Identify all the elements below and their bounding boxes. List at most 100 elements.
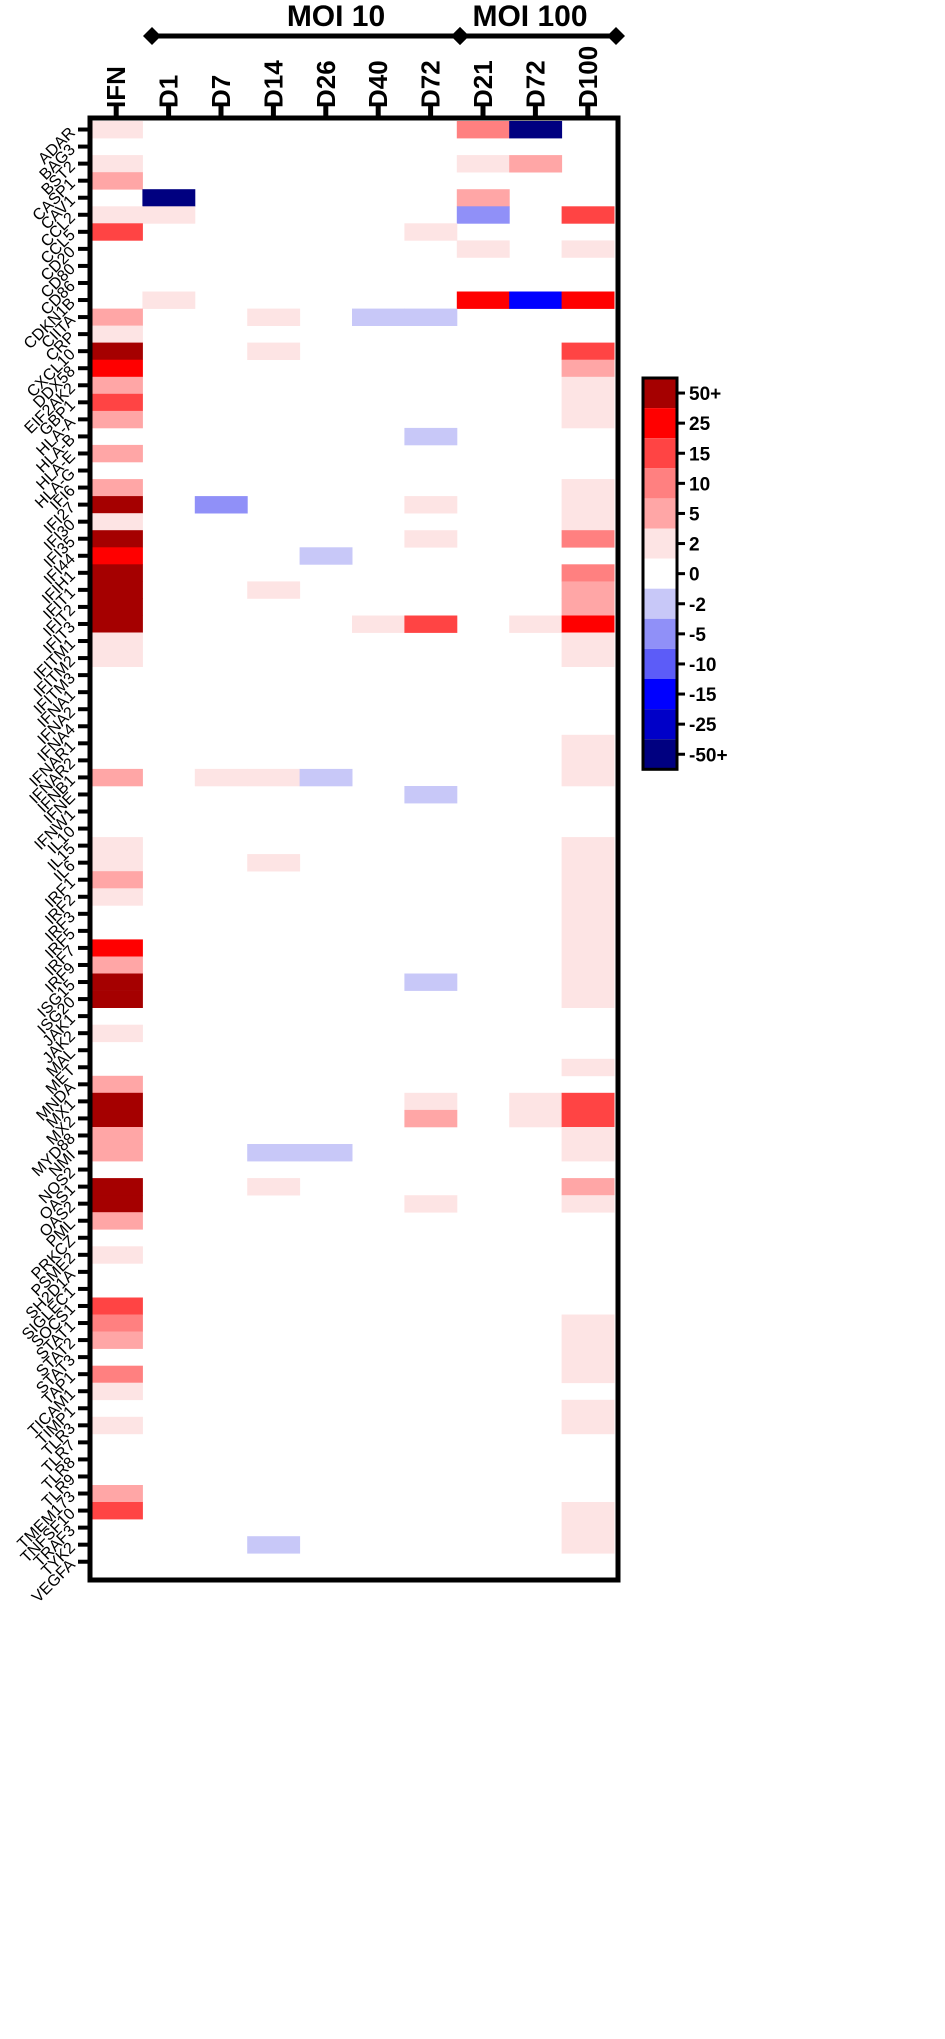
heatmap-cell-STAT1-IFN [90,1314,143,1332]
heatmap-cell-IFNB1-D7 [194,768,248,787]
heatmap-cell-IRF9-IFN [90,956,143,974]
heatmap-cell-IFI27-D7 [194,496,248,514]
heatmap-cell-IL15-D100 [561,837,615,855]
heatmap-cell-CD20-D21 [456,240,510,258]
heatmap-cell-MNDA-IFN [90,1075,143,1094]
heatmap-cell-CCL2-IFN [90,206,143,224]
heatmap-cell-IFNE-D72 [404,786,458,804]
legend-label: 25 [689,414,711,435]
heatmap-cell-ISG15-IFN [90,973,143,991]
heatmap-cell-TMEM173-IFN [90,1485,143,1503]
column-label: D26 [311,60,341,108]
column-label: D14 [258,60,288,108]
heatmap-cell-EIF2AK2-D100 [561,376,615,395]
heatmap-cell-CASP1-IFN [90,172,143,190]
heatmap-cell-IFITM1-D100 [561,632,615,650]
heatmap-cell-CDKN1B-D1 [142,291,196,309]
heatmap-cell-IRF1-D100 [561,871,615,889]
heatmap-cell-IRF7-D100 [561,939,615,957]
legend-label: 50+ [689,384,721,405]
heatmap-cell-IFI27-IFN [90,496,143,514]
heatmap-cell-PML-IFN [90,1212,143,1230]
heatmap-cell-CIITA-D14 [247,308,301,326]
group-header: MOI 10 MOI 100 [143,0,625,45]
heatmap-cell-IFNAR1-D100 [561,734,615,753]
heatmap-cell-STAT2-D100 [561,1331,615,1349]
heatmap-cell-IRF2-D100 [561,888,615,906]
heatmap-cell-ISG15-D72 [404,973,458,991]
legend-label: -5 [689,625,706,646]
heatmap-cell-IL6-IFN [90,854,143,872]
group-label: MOI 10 [287,0,385,33]
heatmap-cell-IFI35-D72 [404,530,458,548]
legend-frame [641,376,679,771]
heatmap-cell-CCL5-IFN [90,223,143,241]
heatmap-cell-MX2-D72 [404,1109,458,1128]
heatmap-cell-NMI-D14 [247,1144,301,1162]
heatmap-cell-TLR3-D100 [561,1416,615,1435]
bracket-end-marker [607,27,625,45]
heatmap-cell-JAK2-IFN [90,1024,143,1043]
legend-swatch [643,408,677,439]
legend-swatch [643,498,677,529]
heatmap-cell-IFI35-IFN [90,530,143,548]
heatmap-cell-ADAR-D72 [509,121,563,139]
heatmap-cell-ISG15-D100 [561,973,615,991]
heatmap-cell-IFI35-D100 [561,530,615,548]
legend-label: -2 [689,595,706,616]
heatmap-cell-EIF2AK2-IFN [90,376,143,395]
heatmap-cell-HLA-E-IFN [90,444,143,463]
heatmap-cell-CDKN1B-D100 [561,291,615,309]
heatmap-cell-IFITM1-IFN [90,632,143,650]
heatmap-cell-IRF9-D100 [561,956,615,974]
heatmap-cell-OAS1-D100 [561,1178,615,1196]
heatmap-cell-IFIH1-D100 [561,564,615,582]
heatmap-cell-GBP1-D100 [561,393,615,412]
heatmap-cell-IRF2-IFN [90,888,143,906]
legend-label: 0 [689,565,700,586]
heatmap-cell-TNFSF10-D100 [561,1502,615,1520]
heatmap-cell-CXCL10-D100 [561,342,615,360]
legend-label: -10 [689,655,716,676]
heatmap-cell-CIITA-D72 [404,308,458,326]
heatmap-cell-IFIT1-D14 [247,581,301,599]
column-label: D100 [573,46,603,108]
heatmap-cell-TNFSF10-IFN [90,1502,143,1520]
heatmap-cell-DDX58-IFN [90,359,143,378]
heatmap-cell-OAS1-IFN [90,1178,143,1196]
heatmap-cell-IFI6-IFN [90,479,143,497]
heatmap-cell-HLA-A-D100 [561,410,615,429]
heatmap-cell-IFITM2-D100 [561,649,615,667]
heatmap-cell-NMI-D100 [561,1144,615,1162]
heatmap-cell-IFIT3-D100 [561,615,615,633]
heatmap-cell-MYD88-IFN [90,1127,143,1145]
heatmap-cell-IRF3-D100 [561,905,615,923]
legend-swatch [643,468,677,499]
legend-swatch [643,588,677,619]
heatmap-cell-ADAR-IFN [90,121,143,139]
heatmap-cell-TRAF3-D100 [561,1519,615,1537]
column-label: D72 [520,60,550,108]
heatmap-cell-TAP1-D100 [561,1365,615,1384]
legend-swatch [643,648,677,679]
heatmap-cell-MX1-D72 [509,1092,563,1111]
heatmap-cell-IFI44-D26 [299,547,353,565]
heatmap-cell-IRF7-IFN [90,939,143,957]
legend-swatch [643,709,677,740]
heatmap-cell-CCL2-D100 [561,206,615,224]
heatmap-cell-IRF5-D100 [561,922,615,940]
heatmap-cell-NMI-D26 [299,1144,353,1162]
heatmap-cell-GBP1-IFN [90,393,143,412]
heatmap-cell-IFIT1-IFN [90,581,143,599]
legend-swatch [643,558,677,589]
heatmap-cell-DDX58-D100 [561,359,615,378]
heatmap-cell-IFNB1-D100 [561,768,615,787]
heatmap-cell-IFIT3-IFN [90,615,143,633]
heatmap-cell-MET-D100 [561,1058,615,1077]
heatmap-cell-CXCL10-IFN [90,342,143,360]
heatmap-cell-BST2-D21 [456,155,510,173]
heatmap-cell-IFIT3-D40 [352,615,405,633]
heatmap-cell-IRF1-IFN [90,871,143,889]
heatmap-cell-ISG20-D100 [561,990,615,1008]
